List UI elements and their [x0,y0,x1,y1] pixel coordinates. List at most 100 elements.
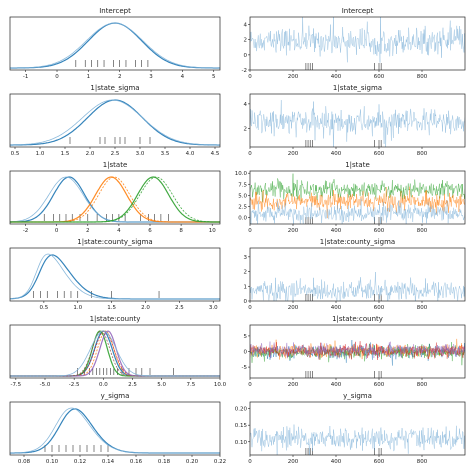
x-tick-label: -5.0 [40,382,51,388]
density-curve [10,407,220,454]
density-curve [10,176,220,223]
y-tick-label: -2 [242,68,247,74]
x-tick-label: 800 [417,151,428,157]
x-tick-label: 600 [374,382,385,388]
x-tick-label: 0.12 [74,459,86,465]
axes-frame [9,170,221,225]
plot-area [250,173,465,224]
x-tick-label: 200 [288,382,299,388]
x-tick-label: 2.0 [86,151,95,157]
y-tick-label: 5 [244,334,248,340]
trace-line [250,198,465,224]
trace-line [250,186,465,219]
x-tick-label: 3 [149,74,153,80]
axes-frame [249,324,466,379]
trace-line [250,17,465,63]
panel-1-state-sigma-density: 1|state_sigma 0.5 1.0 1.5 2.0 2.5 3.0 3.5 4.0 4.5 [9,84,221,157]
x-tick-label: 400 [331,305,342,311]
x-tick-label: 800 [417,459,428,465]
plot-area [250,17,465,70]
x-tick-label: 2 [118,74,122,80]
x-tick-label: 800 [417,228,428,234]
density-curve [10,408,220,454]
axes-frame [249,247,466,302]
density-curve [10,253,220,300]
x-tick-label: 5.0 [157,382,166,388]
y-tick-label: 0.10 [235,440,248,446]
x-tick-label: 600 [374,305,385,311]
panel-title: 1|state_sigma [333,84,382,92]
trace-line [250,173,465,203]
axes-frame [9,16,221,71]
x-tick-label: 200 [288,305,299,311]
x-tick-label: 5 [212,74,216,80]
plot-area [250,424,465,455]
x-tick-label: 200 [288,74,299,80]
x-tick-label: 0.20 [186,459,199,465]
axes-frame [9,247,221,302]
plot-area [250,338,465,378]
y-tick-label: 0 [244,350,248,356]
x-tick-label: 8 [179,228,183,234]
x-tick-label: 10 [209,228,216,234]
x-tick-label: 1.5 [107,305,116,311]
x-tick-label: -7.5 [10,382,21,388]
x-tick-label: -2 [23,228,28,234]
x-tick-label: 4 [117,228,121,234]
x-tick-label: 600 [374,228,385,234]
x-tick-label: 7.5 [186,382,195,388]
panel-1-state-county-density: 1|state:county -7.5 -5.0 -2.5 0.0 2.5 5.0 7.5 10… [9,315,227,388]
panel-title: 1|state:county [90,315,141,323]
x-tick-label: 0.0 [99,382,108,388]
plot-area [10,99,220,146]
x-tick-label: 4.0 [186,151,195,157]
density-curve [10,330,220,377]
y-tick-label: 0.15 [235,423,248,429]
x-tick-label: 1.0 [73,305,82,311]
trace-line [250,338,465,360]
y-tick-label: 3 [244,255,248,261]
panel-title: 1|state:county_sigma [77,238,152,246]
x-tick-label: 0 [248,74,252,80]
plot-area [250,271,465,301]
x-tick-label: 0.5 [11,151,20,157]
density-curve [10,330,220,377]
axes-frame [249,401,466,456]
y-tick-label: 1 [244,284,248,290]
x-tick-label: 200 [288,151,299,157]
panel-title: 1|state:county [332,315,383,323]
y-tick-label: 4 [244,102,248,108]
trace-line [250,341,465,360]
y-tick-label: 10.0 [235,171,248,177]
x-tick-label: 800 [417,74,428,80]
plot-area [10,407,220,454]
x-tick-label: 400 [331,74,342,80]
axes-frame [249,170,466,225]
plot-area [250,100,465,147]
plot-area [10,330,220,377]
x-tick-label: 0.22 [214,459,226,465]
panel-title: Intercept [342,7,374,15]
panel-1-state-county-trace: 1|state:county -5 0 5 0 200 400 600 800 [242,315,466,388]
y-tick-label: 2 [244,38,248,44]
density-curve [10,22,220,69]
panel-1-state-county-sigma-density: 1|state:county_sigma 0.5 1.0 1.5 2.0 2.5 3.0 [9,238,221,311]
trace-line [250,424,465,455]
x-tick-label: 0.08 [18,459,31,465]
y-tick-label: 0 [244,53,248,59]
x-tick-label: 0.5 [39,305,48,311]
y-tick-label: 2 [244,127,248,133]
panel-title: 1|state_sigma [90,84,139,92]
x-tick-label: 0.18 [158,459,171,465]
panel-title: 1|state:county_sigma [320,238,395,246]
panel-1-state-trace: 1|state 0.0 2.5 5.0 7.5 10.0 0 200 400 600 800 [235,161,466,234]
density-curve [10,330,220,377]
x-tick-label: 0.14 [102,459,115,465]
density-curve [10,22,220,69]
x-tick-label: 400 [331,382,342,388]
trace-line [250,100,465,147]
x-tick-label: 200 [288,228,299,234]
axes-frame [249,16,466,71]
panel-title: y_sigma [101,392,130,400]
